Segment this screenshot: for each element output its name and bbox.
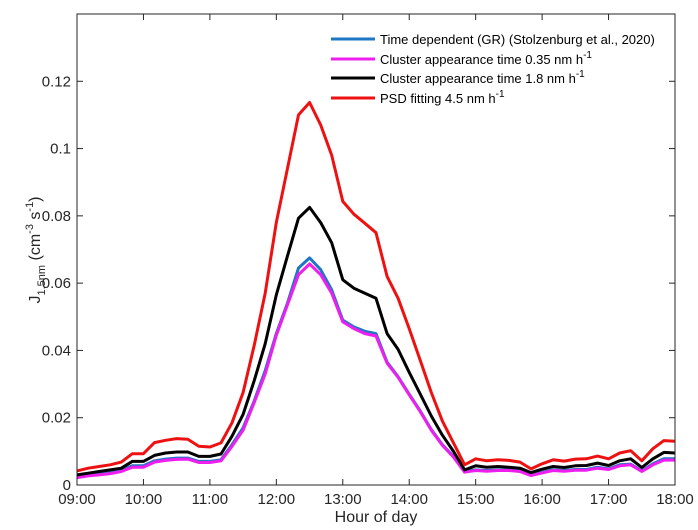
y-axis-label-post: ) xyxy=(27,196,44,201)
x-tick-label: 11:00 xyxy=(192,491,228,508)
legend-label-cluster-035: Cluster appearance time 0.35 nm h xyxy=(380,52,583,67)
x-tick-label: 15:00 xyxy=(457,491,495,508)
legend-label-cluster-18: Cluster appearance time 1.8 nm h xyxy=(380,71,576,86)
y-axis-label-main: J xyxy=(27,296,44,304)
legend-label-psd: PSD fitting 4.5 nm h xyxy=(380,91,496,106)
x-tick-label: 14:00 xyxy=(390,491,428,508)
x-axis-label: Hour of day xyxy=(335,509,418,526)
y-tick-label: 0.12 xyxy=(42,73,71,90)
y-tick-label: 0.06 xyxy=(42,275,71,292)
x-tick-label: 18:00 xyxy=(656,491,694,508)
series-line-3 xyxy=(76,101,676,473)
plot-frame xyxy=(76,13,676,486)
x-axis-ticks: 09:00 10:00 11:00 12:00 13:00 14:00 15:00 16:00… xyxy=(58,14,694,508)
x-tick-label: 10:00 xyxy=(125,491,163,508)
y-axis-label-unit-pre: (cm xyxy=(27,234,44,265)
x-tick-label: 16:00 xyxy=(523,491,561,508)
axes xyxy=(76,13,676,486)
legend: Time dependent (GR) (Stolzenburg et al.,… xyxy=(331,32,655,106)
legend-item-cluster-035: Cluster appearance time 0.35 nm h-1 xyxy=(331,50,592,67)
y-tick-label: 0.02 xyxy=(42,410,71,427)
x-tick-label: 13:00 xyxy=(324,491,362,508)
legend-label-cluster-18-exp: -1 xyxy=(576,69,585,80)
y-axis-label-exp2: -1 xyxy=(24,202,36,212)
x-tick-label: 12:00 xyxy=(258,491,296,508)
series-layer xyxy=(76,101,676,480)
y-axis-label-sub: 1.5nm xyxy=(36,265,48,296)
svg-text:Cluster appearance time 1.8 nm: Cluster appearance time 1.8 nm h-1 xyxy=(380,69,585,86)
x-tick-label: 09:00 xyxy=(58,491,96,508)
y-tick-label: 0.1 xyxy=(50,141,71,158)
legend-item-gr: Time dependent (GR) (Stolzenburg et al.,… xyxy=(331,32,655,47)
svg-text:Cluster appearance time 0.35 n: Cluster appearance time 0.35 nm h-1 xyxy=(380,50,592,67)
legend-label-cluster-035-exp: -1 xyxy=(583,50,592,61)
legend-item-cluster-18: Cluster appearance time 1.8 nm h-1 xyxy=(331,69,585,86)
series-line-1 xyxy=(76,262,675,480)
y-tick-label: 0 xyxy=(63,477,71,494)
x-tick-label: 17:00 xyxy=(590,491,628,508)
y-axis-label-mid: s xyxy=(27,212,44,224)
y-tick-label: 0.04 xyxy=(42,342,71,359)
svg-text:J1.5nm (cm-3 s-1): J1.5nm (cm-3 s-1) xyxy=(24,196,48,303)
legend-label-gr: Time dependent (GR) (Stolzenburg et al.,… xyxy=(380,32,655,47)
legend-label-psd-exp: -1 xyxy=(496,89,505,100)
y-axis-label: J1.5nm (cm-3 s-1) xyxy=(24,196,48,303)
y-axis-ticks: 0 0.02 0.04 0.06 0.08 0.1 0.12 xyxy=(42,73,675,494)
series-line-2 xyxy=(76,205,676,477)
legend-item-psd: PSD fitting 4.5 nm h-1 xyxy=(331,89,505,106)
series-line-0 xyxy=(76,256,675,479)
y-axis-label-exp1: -3 xyxy=(24,224,36,234)
y-tick-label: 0.08 xyxy=(42,208,71,225)
svg-text:PSD fitting 4.5 nm h-1: PSD fitting 4.5 nm h-1 xyxy=(380,89,505,106)
